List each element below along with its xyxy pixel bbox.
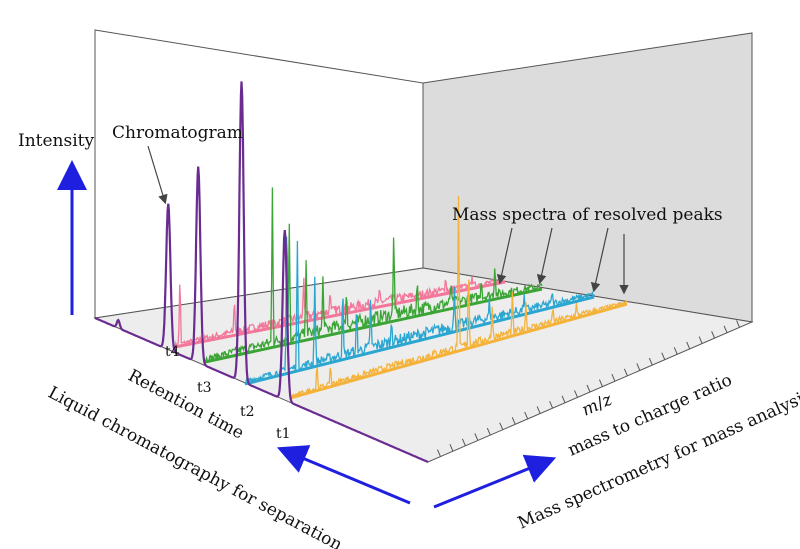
mass-spectrum-baseline-t3	[204, 287, 543, 364]
intensity-label: Intensity	[18, 131, 94, 151]
edge-tick	[561, 395, 566, 403]
edge-tick	[636, 363, 641, 371]
edge-tick	[623, 368, 628, 377]
left-back-wall	[94, 29, 424, 319]
edge-tick	[574, 390, 578, 398]
chromatogram-label: Chromatogram	[112, 123, 243, 143]
mass-spectra-label: Mass spectra of resolved peaks	[452, 205, 723, 225]
edge-tick	[536, 406, 541, 414]
edge-tick	[686, 341, 691, 350]
mass-spectrum-t1	[289, 195, 628, 398]
ms-axis-arrow	[433, 454, 557, 509]
tick-t4: t4	[165, 344, 180, 360]
edge-tick	[461, 438, 466, 447]
mass-spectra-pointer-2	[536, 227, 553, 285]
chromatogram-trace	[94, 81, 429, 464]
mass-spectra-pointer-3	[590, 227, 609, 293]
edge-tick	[524, 411, 529, 420]
tick-t3: t3	[197, 380, 212, 396]
edge-tick	[698, 336, 703, 344]
lc-axis-arrow	[276, 445, 411, 505]
edge-tick	[599, 379, 603, 387]
mass-spectra-pointer-1	[496, 227, 513, 285]
edge-tick	[673, 347, 678, 355]
edge-tick	[736, 320, 740, 328]
edge-tick	[499, 422, 504, 430]
edge-tick	[511, 417, 516, 425]
edge-tick	[474, 433, 479, 441]
mass-spectrum-baseline-t2	[244, 295, 595, 386]
mass-spectrum-baseline-t1	[289, 302, 628, 400]
mz-label: m/z	[579, 389, 616, 420]
edge-tick	[648, 357, 653, 366]
edge-tick	[437, 449, 441, 457]
tick-t1: t1	[276, 426, 291, 442]
edge-tick	[661, 352, 666, 360]
edge-tick	[586, 384, 591, 393]
edge-tick	[723, 325, 728, 333]
chromatogram-pointer	[147, 145, 168, 205]
edge-tick	[449, 444, 454, 452]
front-edge-ticks	[437, 320, 740, 457]
edge-tick	[549, 400, 554, 409]
edge-tick	[711, 330, 716, 339]
edge-tick	[611, 374, 616, 382]
tick-t2: t2	[240, 404, 255, 420]
edge-tick	[486, 427, 491, 436]
